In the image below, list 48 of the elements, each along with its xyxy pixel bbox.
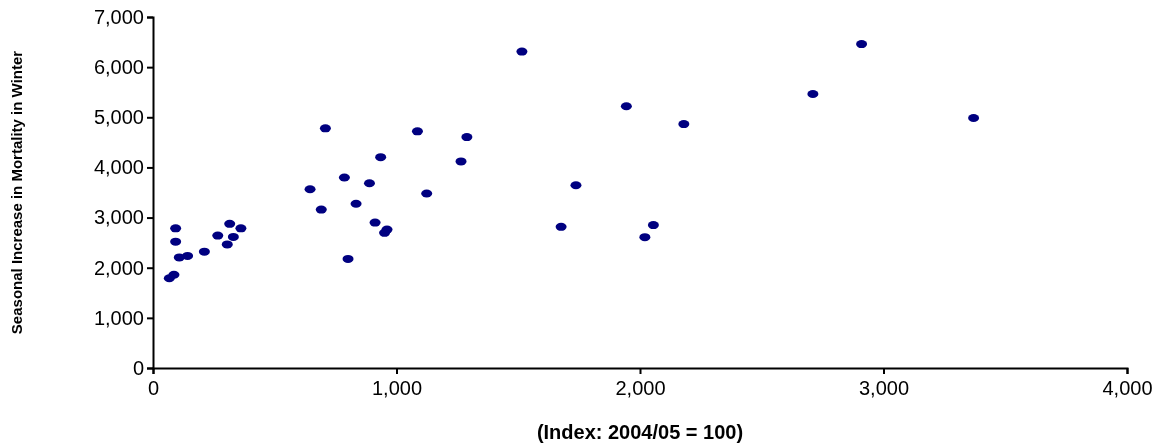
x-tick-label: 0 [147, 377, 160, 399]
y-tick-label: 4,000 [93, 156, 144, 179]
point [338, 173, 350, 182]
point [342, 254, 354, 263]
point [516, 47, 528, 56]
point [221, 240, 233, 249]
point [170, 237, 182, 246]
y-tick-label: 1,000 [93, 306, 144, 329]
point [411, 127, 423, 136]
point [461, 133, 473, 142]
y-tick-label: 0 [132, 356, 144, 379]
point [555, 222, 567, 231]
point [647, 221, 659, 230]
x-tick-label: 3,000 [858, 377, 910, 399]
point [570, 181, 582, 190]
point [227, 232, 239, 241]
point [235, 224, 247, 233]
y-tick-label: 2,000 [93, 256, 144, 279]
point [170, 224, 182, 233]
point [455, 157, 467, 166]
x-tick-label: 2,000 [615, 377, 666, 399]
point [224, 219, 236, 228]
point [620, 102, 632, 111]
point [168, 270, 180, 279]
point [350, 199, 362, 208]
y-axis-title: Seasonal Increase in Mortality in Winter [8, 50, 25, 335]
point [369, 218, 381, 227]
y-tick-label: 5,000 [93, 106, 144, 129]
x-tick-label: 4,000 [1102, 377, 1153, 399]
point [319, 124, 331, 133]
y-tick-label: 6,000 [93, 56, 144, 79]
point [212, 231, 224, 240]
x-tick-label: 1,000 [371, 377, 423, 399]
point [856, 40, 868, 49]
point [678, 120, 690, 129]
y-tick-label: 3,000 [93, 206, 144, 229]
point [375, 153, 387, 162]
point [639, 233, 651, 242]
point [315, 205, 327, 214]
point [363, 179, 375, 188]
point [421, 189, 433, 198]
y-tick-label: 7,000 [93, 5, 144, 28]
point [198, 247, 210, 256]
point [304, 185, 316, 194]
point [807, 89, 819, 98]
x-axis-title: (Index: 2004/05 = 100) [536, 421, 744, 443]
point [968, 114, 980, 123]
point [182, 251, 194, 260]
